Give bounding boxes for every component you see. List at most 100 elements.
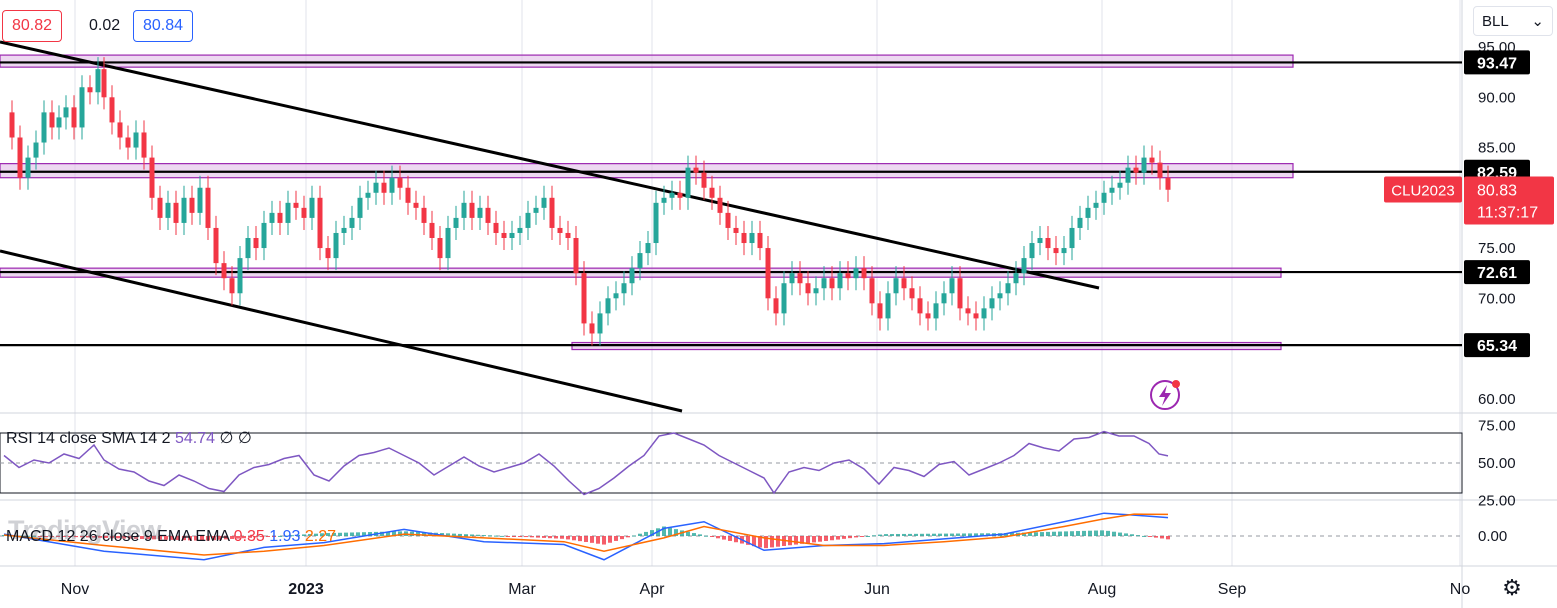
gear-icon[interactable]: ⚙: [1502, 575, 1522, 600]
resistance-zone-0[interactable]: [0, 54, 1294, 68]
candle-body: [1005, 283, 1011, 294]
macd-histogram-bar: [848, 536, 852, 539]
macd-histogram-bar: [86, 536, 90, 538]
candle-body: [133, 132, 139, 148]
candle-body: [965, 308, 971, 314]
symbol-tag[interactable]: [1384, 176, 1462, 203]
candle-body: [973, 313, 979, 319]
level-price-tag-0[interactable]: [1464, 50, 1530, 75]
last-price-tag[interactable]: [1464, 176, 1554, 225]
macd-histogram-bar: [638, 533, 642, 536]
macd-histogram-bar: [668, 527, 672, 536]
lightning-bolt-shape: [1159, 385, 1171, 406]
candle-body: [981, 308, 987, 319]
macd-histogram-bar: [800, 536, 804, 544]
macd-histogram-bar: [824, 536, 828, 541]
macd-histogram-bar: [158, 536, 162, 540]
candle-body: [1069, 227, 1075, 249]
macd-histogram-bar: [518, 536, 522, 537]
candle-body: [109, 97, 115, 123]
macd-histogram-bar: [944, 533, 948, 536]
macd-histogram-bar: [284, 535, 288, 537]
candle-body: [253, 238, 259, 249]
rsi-legend-extra-2: ∅: [237, 430, 252, 447]
candle-body: [325, 248, 331, 259]
rsi-line[interactable]: [3, 430, 1169, 496]
candle-body: [373, 182, 379, 193]
time-axis-label: Aug: [1088, 581, 1116, 598]
candle-body: [269, 212, 275, 223]
last-price-text: 80.83: [1477, 182, 1517, 199]
macd-histogram-bar: [362, 532, 366, 536]
macd-histogram-bar: [920, 533, 924, 536]
macd-histogram-bar: [38, 536, 42, 537]
macd-histogram-bar: [758, 536, 762, 548]
macd-histogram-bar: [956, 533, 960, 536]
macd-histogram-bar: [116, 536, 120, 539]
macd-histogram-bar: [290, 535, 294, 537]
candle-body: [237, 258, 243, 294]
macd-histogram-bar: [560, 536, 564, 539]
macd-histogram-bar: [602, 536, 606, 545]
rsi-legend[interactable]: RSI 14 close SMA 14 2 54.74 ∅ ∅: [6, 428, 252, 448]
macd-histogram-bar: [1124, 533, 1128, 536]
macd-histogram-bar: [896, 533, 900, 536]
descending-trendline-lower[interactable]: [0, 249, 683, 413]
candle-body: [79, 87, 85, 128]
macd-histogram-bar: [812, 536, 816, 543]
candle-body: [445, 227, 451, 259]
macd-line[interactable]: [3, 512, 1169, 561]
macd-histogram-bar: [50, 536, 54, 537]
macd-histogram-bar: [1022, 532, 1026, 536]
candle-body: [533, 207, 539, 213]
candle-body: [1037, 238, 1043, 244]
candle-body: [1093, 202, 1099, 208]
macd-histogram-bar: [452, 533, 456, 536]
candle-body: [485, 207, 491, 223]
candle-body: [685, 167, 691, 198]
macd-histogram-bar: [662, 526, 666, 536]
candle-body: [341, 227, 347, 233]
resistance-zone-1[interactable]: [0, 163, 1294, 179]
bid-price[interactable]: 80.82: [2, 10, 63, 42]
macd-histogram-bar: [836, 536, 840, 540]
candle-body: [25, 157, 31, 178]
macd-histogram-bar: [1142, 535, 1146, 537]
candle-body: [397, 177, 403, 188]
macd-histogram-bar: [902, 533, 906, 536]
macd-histogram-bar: [536, 536, 540, 538]
macd-histogram-bar: [20, 535, 24, 537]
macd-histogram-bar: [770, 536, 774, 548]
candle-body: [725, 212, 731, 228]
price-tick-label: 90.00: [1478, 89, 1516, 106]
signal-line[interactable]: [3, 513, 1169, 556]
ask-price[interactable]: 80.84: [133, 10, 194, 42]
candle-body: [845, 273, 851, 279]
lightning-icon[interactable]: [1150, 380, 1180, 410]
macd-legend[interactable]: MACD 12 26 close 9 EMA EMA 0.35 1.93 2.2…: [6, 528, 336, 546]
candle-body: [861, 268, 867, 279]
descending-trendline-upper[interactable]: [0, 40, 1100, 290]
macd-histogram-bar: [866, 536, 870, 537]
macd-histogram-bar: [548, 536, 552, 539]
macd-histogram-bar: [1088, 530, 1092, 536]
scale-mode-select[interactable]: BLL ⌄: [1473, 6, 1553, 36]
level-price-tag-3[interactable]: [1464, 333, 1530, 358]
symbol-tag-text: CLU2023: [1391, 182, 1454, 199]
level-price-tag-2[interactable]: [1464, 260, 1530, 285]
macd-histogram-bar: [806, 536, 810, 544]
candle-body: [1013, 273, 1019, 284]
macd-histogram-bar: [182, 536, 186, 541]
macd-histogram-bar: [1166, 536, 1170, 540]
rsi-tick-label: 25.00: [1478, 493, 1516, 510]
macd-histogram-bar: [1076, 531, 1080, 536]
macd-histogram-bar: [1148, 536, 1152, 537]
candle-body: [381, 182, 387, 193]
candle-body: [389, 177, 395, 193]
candle-body: [157, 197, 163, 218]
rsi-tick-label: 75.00: [1478, 418, 1516, 435]
candle-body: [645, 243, 651, 254]
candle-body: [693, 167, 699, 173]
candle-body: [669, 192, 675, 198]
